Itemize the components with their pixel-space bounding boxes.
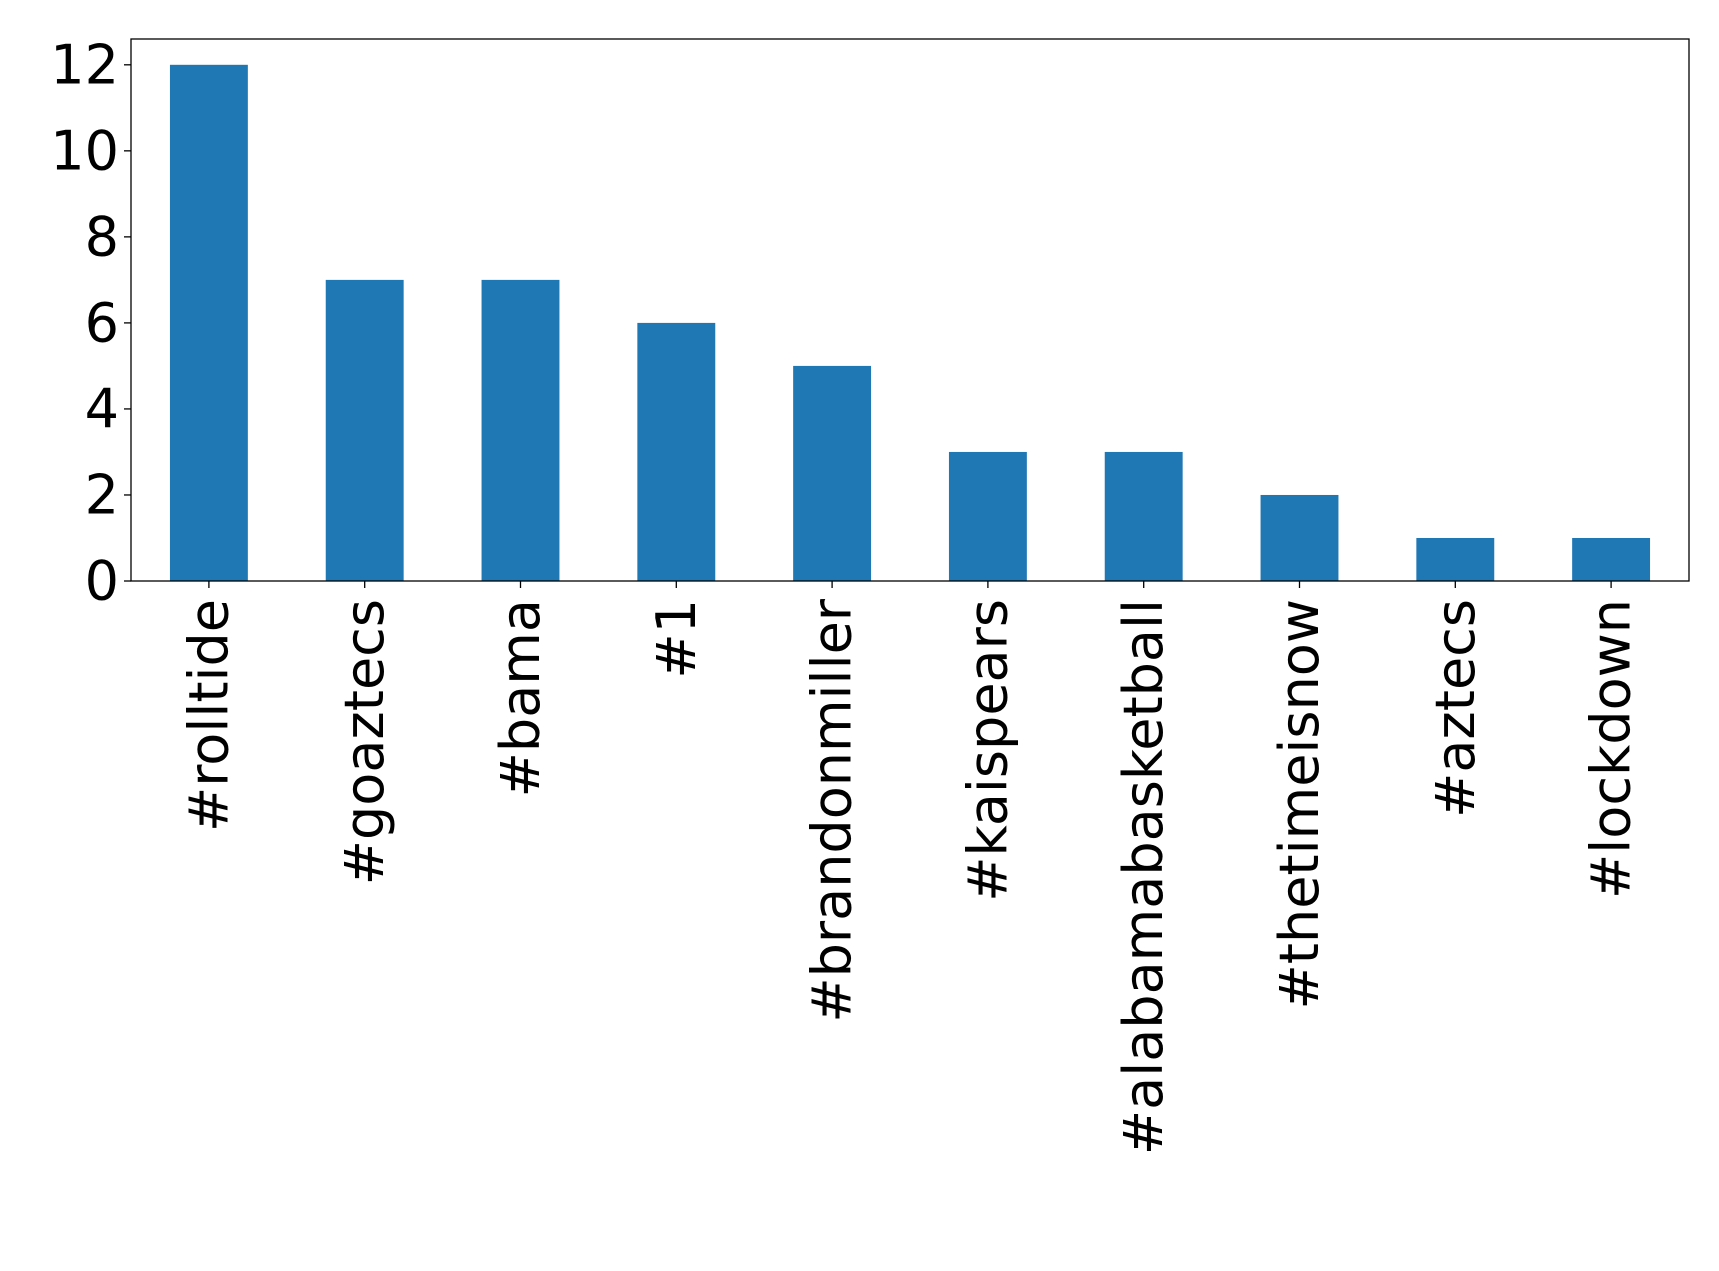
- bar-brandonmiller: [793, 365, 872, 581]
- bar-aztecs: [1416, 537, 1495, 581]
- y-tick-label: 10: [50, 119, 119, 182]
- y-tick-label: 0: [85, 550, 119, 613]
- x-axis: #rolltide #goaztecs #bama #1 #brandonmiller #…: [177, 581, 1643, 1155]
- bar-lockdown: [1572, 537, 1651, 581]
- plot-frame: [130, 38, 1690, 582]
- y-tick-label: 4: [85, 377, 119, 440]
- x-tick-label: #1: [645, 599, 708, 679]
- bar-1: [637, 322, 716, 581]
- bar-bama: [481, 279, 560, 581]
- bar-goaztecs: [325, 279, 404, 581]
- x-tick-label: #kaispears: [956, 599, 1019, 902]
- x-tick-label: #alabamabasketball: [1112, 599, 1175, 1155]
- x-tick-label: #aztecs: [1424, 599, 1487, 818]
- bar-rolltide: [169, 64, 248, 582]
- x-tick-label: #brandonmiller: [801, 598, 864, 1022]
- y-axis: 0 2 4 6 8 10 12: [50, 33, 131, 613]
- x-tick-label: #thetimeisnow: [1268, 599, 1331, 1009]
- bar-kaispears: [948, 451, 1027, 581]
- y-tick-label: 12: [50, 33, 119, 96]
- bar-thetimeisnow: [1260, 494, 1339, 581]
- y-tick-label: 2: [85, 463, 119, 526]
- x-tick-label: #lockdown: [1580, 599, 1643, 899]
- y-tick-label: 8: [85, 205, 119, 268]
- y-tick-label: 6: [85, 291, 119, 354]
- bars-group: [169, 64, 1651, 582]
- x-tick-label: #bama: [489, 599, 552, 797]
- bar-alabamabasketball: [1104, 451, 1183, 581]
- x-tick-label: #goaztecs: [333, 599, 396, 885]
- x-tick-label: #rolltide: [177, 599, 240, 832]
